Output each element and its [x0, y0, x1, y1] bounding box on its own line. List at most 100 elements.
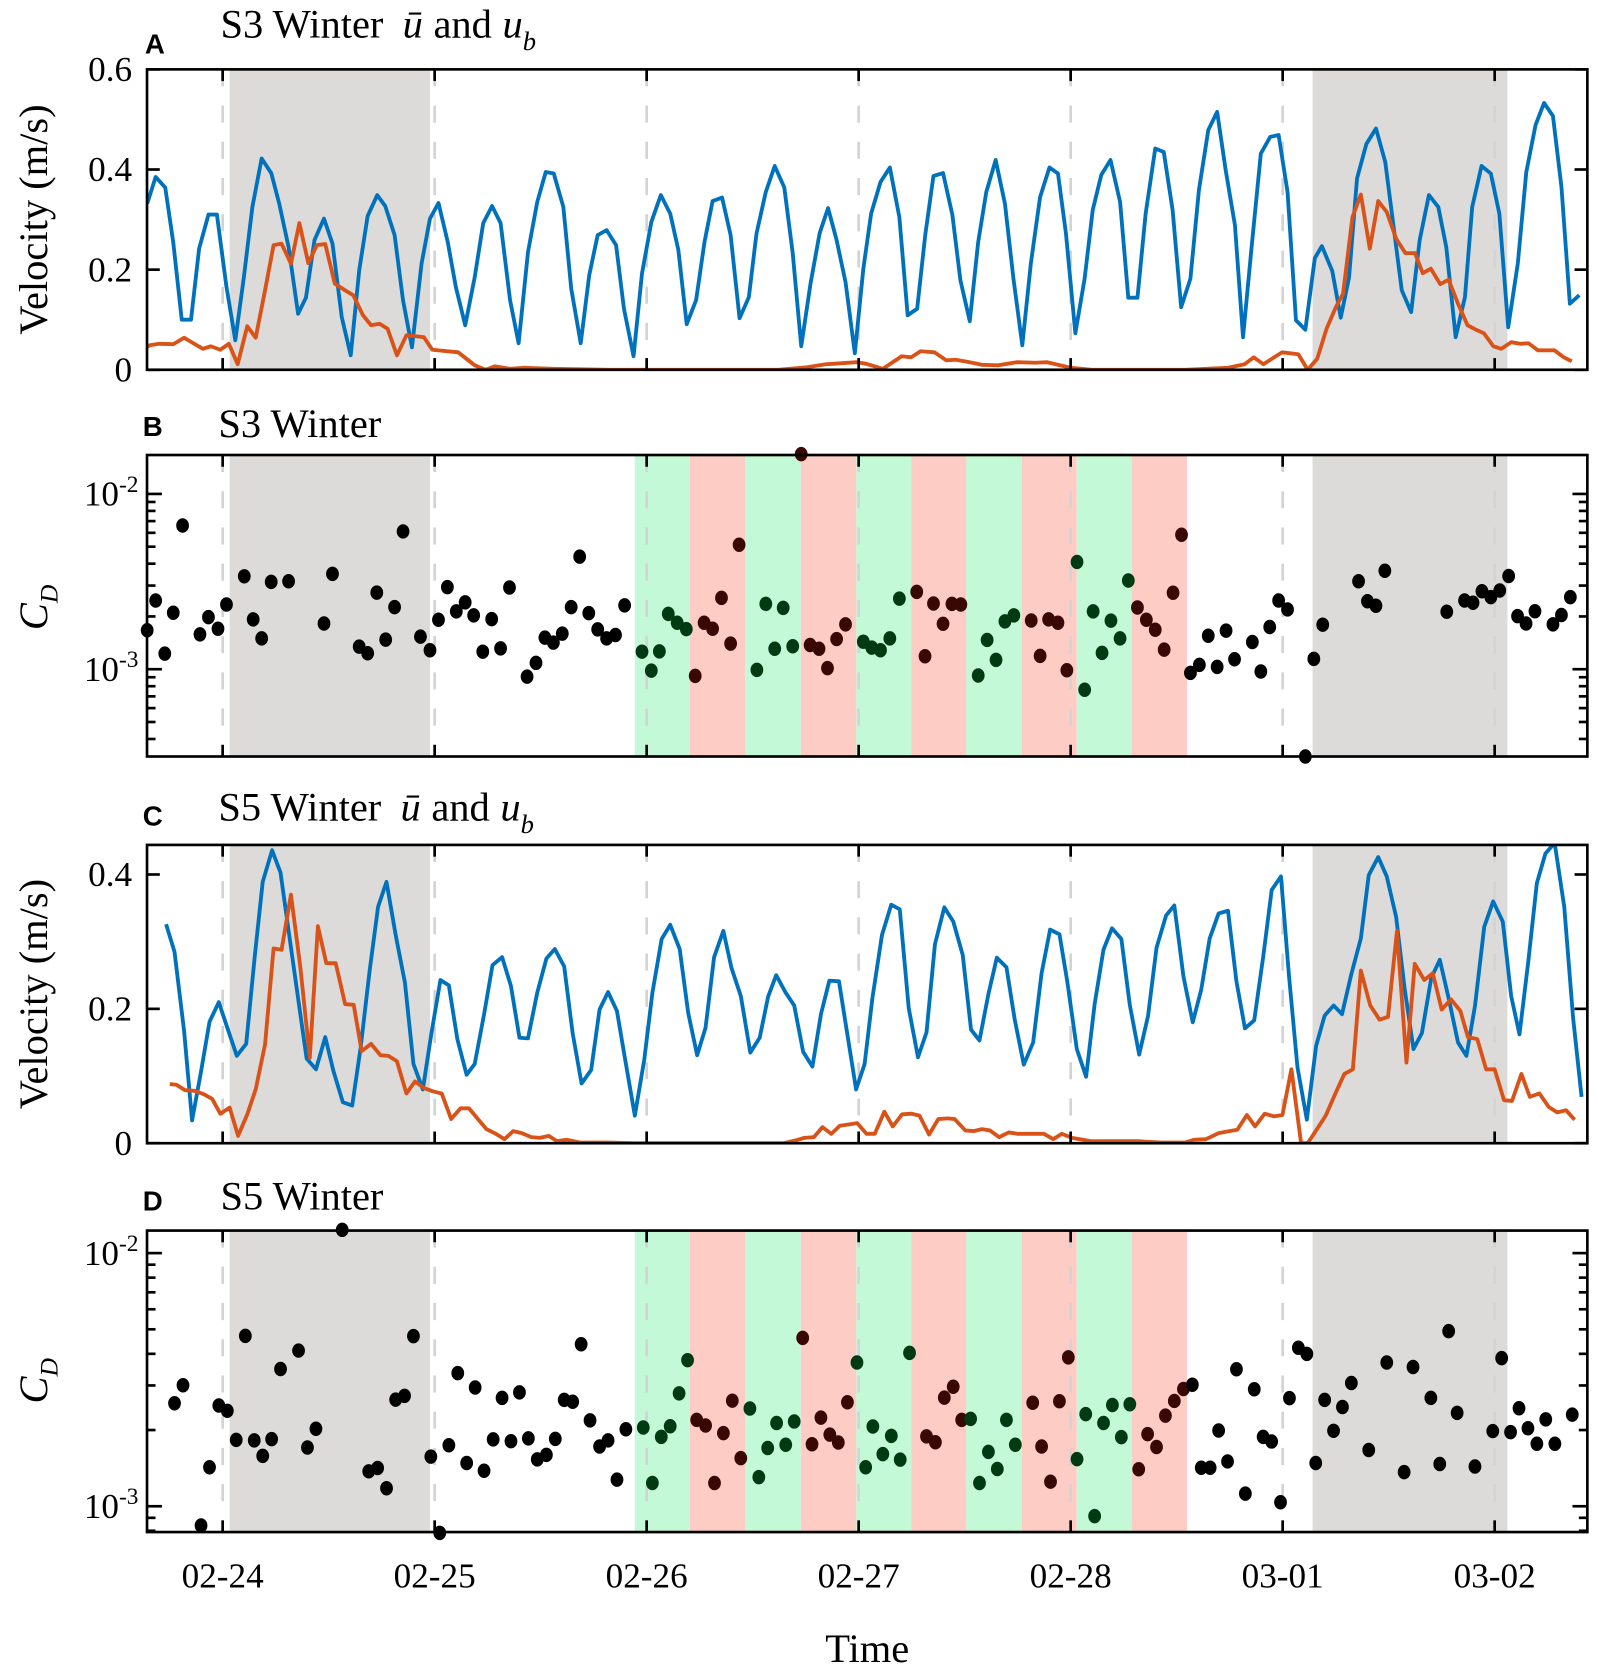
data-point: [371, 1460, 385, 1476]
data-point: [831, 1435, 845, 1450]
data-point: [1274, 1494, 1287, 1510]
data-point: [708, 1475, 721, 1491]
data-point: [1254, 664, 1268, 679]
y-tick-label-base: 10: [84, 475, 119, 514]
panel-d-ylabel: CD: [11, 1358, 64, 1404]
gray-band: [229, 844, 430, 1144]
data-point: [1424, 1390, 1438, 1406]
data-point: [309, 1421, 323, 1437]
panel-c-axes: 0 0.2 0.4: [88, 843, 1589, 1163]
red-phase-band: [800, 455, 857, 757]
data-point: [326, 566, 339, 582]
data-point: [1139, 612, 1153, 628]
data-point: [1265, 1434, 1279, 1449]
data-point: [1362, 1442, 1376, 1458]
green-phase-band: [1076, 1230, 1132, 1533]
data-point: [752, 1469, 766, 1485]
data-point: [1095, 645, 1109, 661]
y-tick-label-base: 10: [84, 650, 119, 689]
data-point: [1061, 1350, 1075, 1365]
data-point: [211, 621, 225, 636]
data-point: [1221, 1454, 1234, 1469]
data-point: [1157, 642, 1171, 657]
data-point: [149, 593, 163, 608]
data-point: [761, 1440, 775, 1456]
green-phase-band: [745, 1230, 801, 1533]
data-point: [1201, 628, 1215, 643]
gray-band: [229, 69, 430, 370]
data-point: [1184, 665, 1197, 681]
data-point: [1159, 1408, 1172, 1423]
green-phase-band: [856, 1230, 912, 1533]
data-point: [1245, 634, 1259, 650]
data-point: [237, 569, 251, 584]
data-point: [937, 1390, 951, 1405]
data-point: [1512, 1401, 1526, 1416]
data-point: [566, 1394, 580, 1409]
data-point: [725, 1393, 739, 1408]
data-point: [202, 609, 215, 625]
data-point: [1397, 1464, 1411, 1480]
data-point: [442, 1437, 456, 1453]
data-point: [255, 631, 269, 646]
data-point: [610, 1472, 624, 1487]
data-point: [166, 605, 180, 621]
data-point: [1150, 1439, 1163, 1455]
data-point: [1327, 1423, 1340, 1439]
data-point: [1079, 1406, 1093, 1422]
data-point: [645, 1475, 659, 1491]
data-point: [467, 608, 481, 623]
data-point: [717, 1425, 730, 1441]
data-point: [982, 1444, 995, 1460]
data-point: [866, 1419, 880, 1434]
data-point: [582, 605, 596, 621]
data-point: [301, 1440, 314, 1455]
data-point: [929, 1434, 942, 1450]
data-point: [1486, 1423, 1500, 1439]
data-point: [1406, 1359, 1420, 1375]
data-point: [635, 644, 649, 659]
data-point: [964, 1411, 977, 1427]
data-point: [520, 669, 534, 684]
red-phase-band: [911, 1230, 967, 1533]
data-point: [256, 1448, 270, 1464]
data-point: [823, 1427, 837, 1442]
y-tick-label: 0.2: [88, 250, 132, 289]
x-tick-label: 02-26: [606, 1556, 688, 1595]
data-point: [1212, 1423, 1226, 1438]
data-point: [1228, 651, 1241, 667]
red-phase-band: [1021, 455, 1077, 757]
data-point: [786, 639, 800, 654]
data-point: [564, 599, 578, 615]
data-point: [927, 596, 940, 611]
data-point: [1219, 623, 1233, 638]
panel-a-letter: A: [145, 28, 165, 59]
data-point: [990, 1461, 1004, 1477]
data-point: [936, 616, 950, 632]
data-point: [688, 668, 702, 684]
green-phase-band: [856, 455, 912, 757]
data-point: [591, 622, 605, 637]
data-point: [1024, 613, 1038, 628]
data-point: [1521, 1421, 1535, 1436]
data-point: [1166, 585, 1180, 601]
green-phase-band: [1076, 455, 1132, 757]
y-tick-label: 0: [115, 351, 133, 390]
data-point: [396, 524, 410, 539]
panel-b-ylabel: CD: [11, 584, 64, 630]
panel-c-letter: C: [143, 801, 163, 832]
data-point: [485, 611, 499, 627]
data-point: [168, 1395, 181, 1411]
data-point: [1380, 1355, 1394, 1370]
y-tick-label-exponent: -3: [119, 1484, 139, 1510]
panel-b-plot-area: [221, 455, 1508, 757]
data-point: [699, 1418, 712, 1433]
red-phase-band: [1131, 1230, 1188, 1533]
data-point: [548, 1431, 562, 1447]
green-phase-band: [745, 455, 801, 757]
data-point: [1442, 1323, 1456, 1339]
data-point: [821, 660, 834, 676]
data-point: [292, 1343, 305, 1358]
data-point: [1114, 1429, 1128, 1445]
red-phase-band: [800, 1230, 857, 1533]
